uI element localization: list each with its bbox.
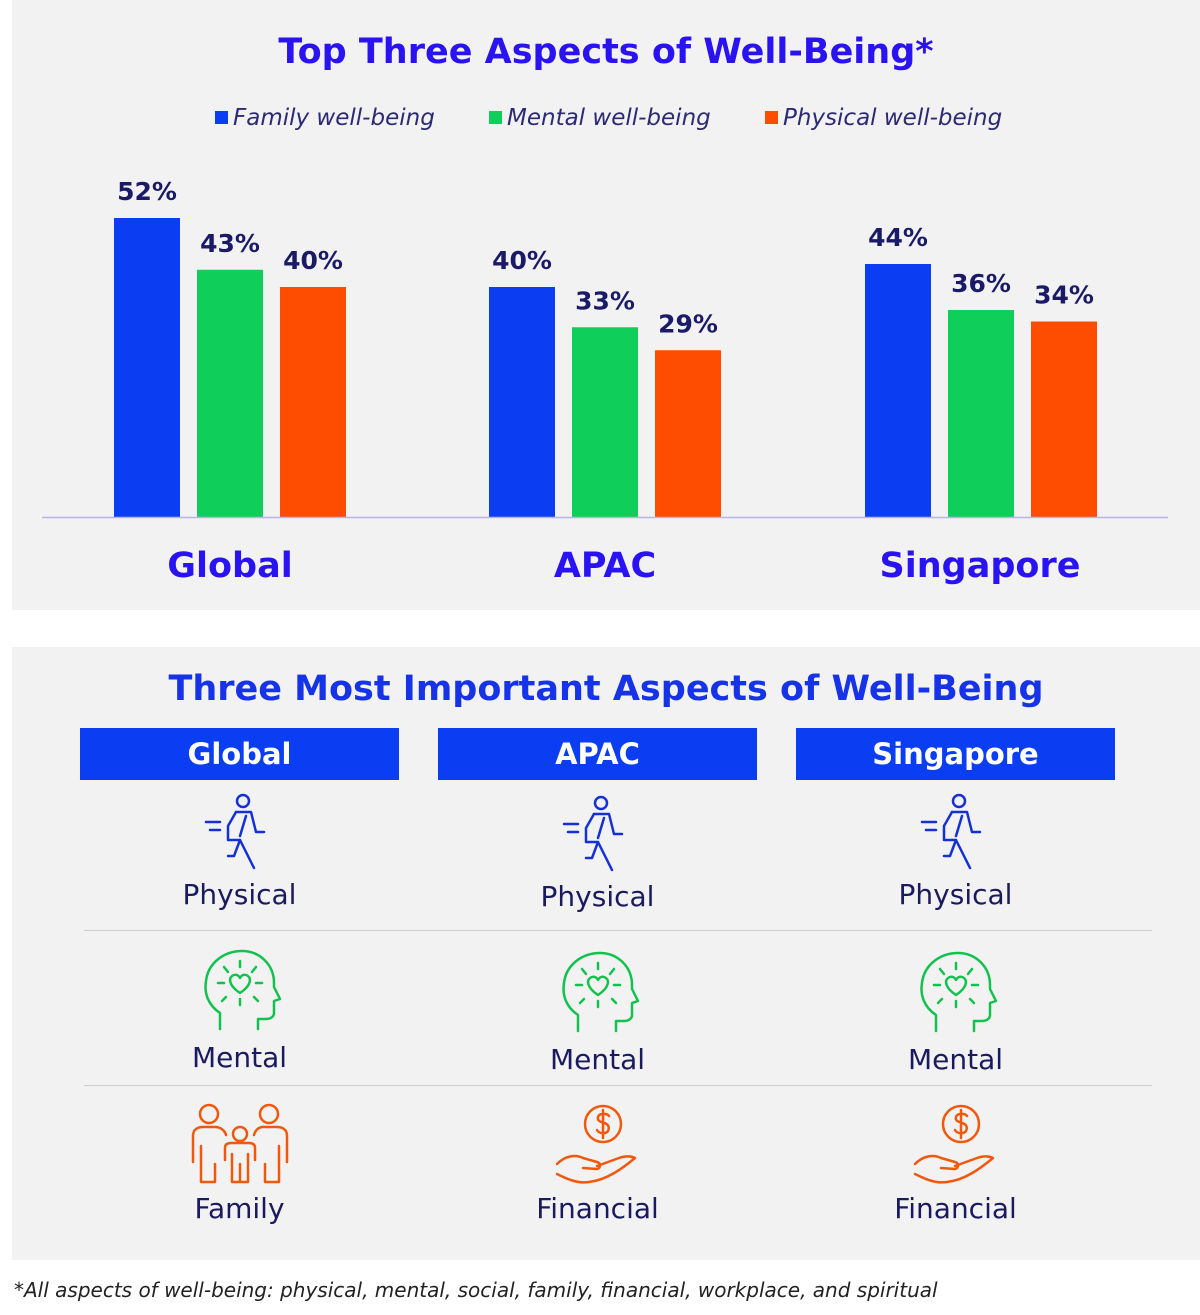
cell-apac-financial: Financial: [438, 1102, 757, 1225]
aspect-label: Physical: [182, 878, 297, 911]
data-label: 40%: [492, 246, 552, 275]
cell-global-family: Family: [80, 1102, 399, 1225]
family-icon: [191, 1103, 288, 1184]
footnote: *All aspects of well-being: physical, me…: [14, 1278, 938, 1302]
bar: [865, 264, 931, 517]
column-header-apac: APAC: [438, 728, 757, 780]
category-label: Singapore: [880, 546, 1081, 586]
category-label: Global: [167, 546, 292, 586]
legend-swatch: [215, 111, 228, 124]
hand-coin-icon: [913, 1104, 994, 1184]
bar: [114, 218, 180, 517]
column-header-global: Global: [80, 728, 399, 780]
legend-swatch: [489, 111, 502, 124]
aspect-label: Financial: [894, 1192, 1017, 1225]
bar: [489, 287, 555, 517]
data-label: 29%: [658, 309, 718, 338]
cell-singapore-physical: Physical: [796, 792, 1115, 911]
row-divider: [84, 930, 1152, 931]
cell-singapore-mental: Mental: [796, 949, 1115, 1076]
head-heart-icon: [203, 949, 281, 1031]
bar: [1031, 321, 1097, 517]
legend-label: Mental well-being: [507, 105, 711, 131]
importance-title: Three Most Important Aspects of Well-Bei…: [168, 669, 1044, 709]
data-label: 34%: [1034, 281, 1094, 310]
bar-chart: Family well-being Mental well-being Physic…: [42, 105, 1168, 586]
column-header-singapore: Singapore: [796, 728, 1115, 780]
cell-global-mental: Mental: [80, 947, 399, 1074]
running-person-icon: [920, 793, 981, 870]
data-label: 52%: [117, 177, 177, 206]
running-person-icon: [562, 795, 623, 872]
cell-apac-mental: Mental: [438, 949, 757, 1076]
cell-apac-physical: Physical: [438, 794, 757, 913]
aspect-label: Mental: [549, 1043, 646, 1076]
data-label: 33%: [575, 286, 635, 315]
bar: [948, 310, 1014, 517]
importance-panel: Three Most Important Aspects of Well-Bei…: [12, 647, 1200, 1260]
aspect-label: Physical: [540, 880, 655, 913]
chart-panel: Top Three Aspects of Well-Being* Family …: [12, 0, 1200, 610]
head-heart-icon: [919, 951, 997, 1033]
data-label: 44%: [868, 223, 928, 252]
legend-swatch: [765, 111, 778, 124]
aspect-label: Mental: [191, 1041, 288, 1074]
legend-label: Physical well-being: [783, 105, 1002, 131]
aspect-label: Family: [194, 1192, 285, 1225]
aspect-label: Mental: [907, 1043, 1004, 1076]
data-label: 40%: [283, 246, 343, 275]
chart-title: Top Three Aspects of Well-Being*: [278, 32, 934, 72]
cell-singapore-financial: Financial: [796, 1102, 1115, 1225]
aspect-label: Physical: [898, 878, 1013, 911]
data-label: 43%: [200, 229, 260, 258]
data-label: 36%: [951, 269, 1011, 298]
category-label: APAC: [554, 546, 656, 586]
bar: [280, 287, 346, 517]
row-divider: [84, 1085, 1152, 1086]
bar: [572, 327, 638, 517]
hand-coin-icon: [555, 1104, 636, 1184]
head-heart-icon: [561, 951, 639, 1033]
cell-global-physical: Physical: [80, 792, 399, 911]
bar: [655, 350, 721, 517]
legend-label: Family well-being: [233, 105, 435, 131]
aspect-label: Financial: [536, 1192, 659, 1225]
bar: [197, 269, 263, 517]
running-person-icon: [204, 793, 265, 870]
